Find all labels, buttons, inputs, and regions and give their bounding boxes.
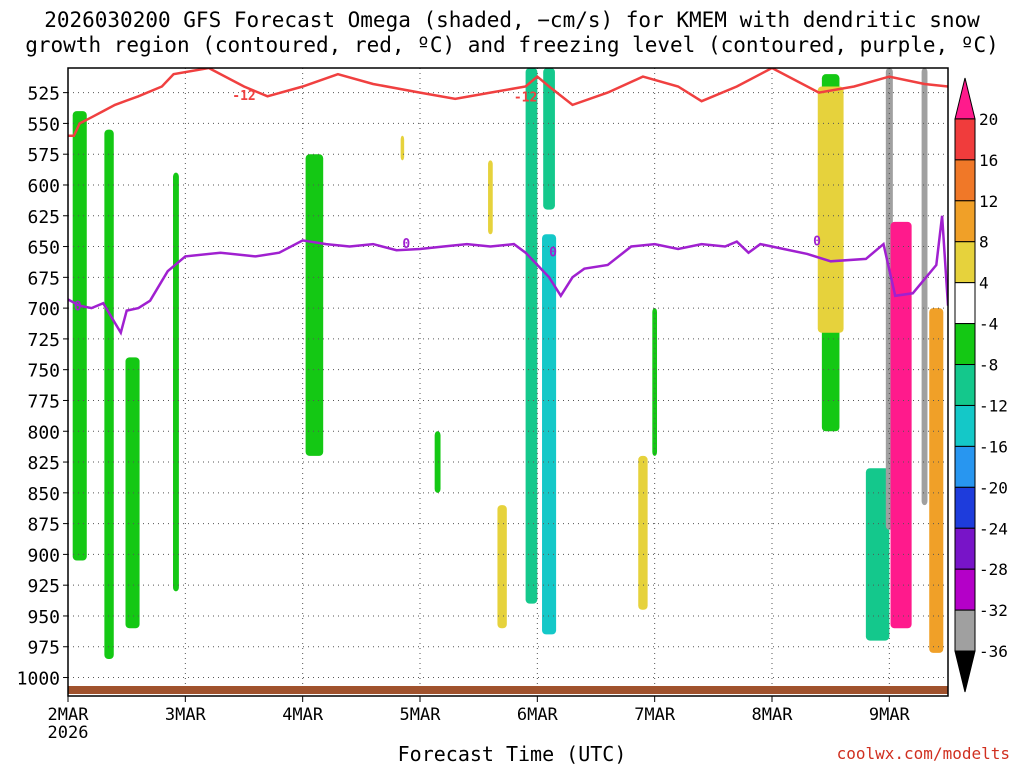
colorbar-label: 8	[979, 233, 989, 252]
omega-cell	[173, 172, 179, 592]
colorbar-label: -8	[979, 356, 998, 375]
omega-cell	[542, 234, 557, 635]
colorbar-box	[954, 445, 976, 488]
x-tick-label: 3MAR	[165, 705, 207, 725]
x-tick-label: 6MAR	[517, 705, 559, 725]
colorbar-label: -36	[979, 642, 1008, 661]
y-tick-label: 800	[27, 422, 60, 443]
plot-background	[68, 68, 948, 696]
colorbar-box	[954, 159, 976, 202]
omega-cell	[497, 505, 507, 629]
chart-title-line-1: 2026030200 GFS Forecast Omega (shaded, −…	[44, 8, 980, 32]
colorbar-label: 16	[979, 151, 998, 170]
colorbar-box	[954, 486, 976, 529]
y-tick-label: 525	[27, 84, 60, 105]
x-tick-label: 5MAR	[400, 705, 442, 725]
x-tick-label: 4MAR	[282, 705, 324, 725]
x-tick-label: 2MAR	[48, 705, 90, 725]
y-tick-label: 1000	[17, 669, 60, 690]
colorbar-box	[954, 609, 976, 652]
plot-frame	[67, 67, 949, 697]
colorbar-box	[954, 200, 976, 243]
x-axis: 2MAR 3MAR 4MAR 5MAR 6MAR 7MAR 8MAR 9MAR 2026	[48, 696, 911, 743]
omega-cell	[488, 160, 493, 235]
colorbar-box	[954, 241, 976, 284]
y-tick-label: 750	[27, 361, 60, 382]
y-tick-label: 575	[27, 145, 60, 166]
colorbar-box	[954, 282, 976, 325]
colorbar-top-arrow	[954, 77, 976, 120]
colorbar-box	[954, 404, 976, 447]
colorbar-label: 12	[979, 192, 998, 211]
y-tick-label: 925	[27, 576, 60, 597]
y-axis: 525 550 575 600 625 650 675 700 725 750 775 800 825 8…	[17, 84, 68, 690]
colorbar-label: 20	[979, 110, 998, 129]
colorbar-label: -12	[979, 396, 1008, 415]
y-tick-label: 600	[27, 176, 60, 197]
colorbar: 20 16 12 8 4 -4 -8 -12 -16 -20 -24 -28 -32 -36	[954, 77, 1008, 693]
chart-title-line-2: growth region (contoured, red, ºC) and f…	[25, 33, 999, 57]
colorbar-box	[954, 364, 976, 406]
y-tick-label: 725	[27, 330, 60, 351]
colorbar-box	[954, 323, 976, 366]
omega-cell	[434, 431, 441, 493]
x-tick-label: 9MAR	[869, 705, 911, 725]
credit-text: coolwx.com/modelts	[836, 744, 1010, 763]
colorbar-label: -20	[979, 478, 1008, 497]
omega-shading	[72, 68, 944, 660]
purple-contour-label: 0	[402, 237, 410, 252]
omega-cell	[125, 357, 140, 629]
omega-cell	[305, 154, 324, 456]
omega-cell	[525, 68, 538, 604]
omega-cell	[72, 111, 87, 561]
omega-cell	[638, 455, 648, 610]
omega-cell	[921, 68, 928, 506]
y-tick-label: 650	[27, 238, 60, 259]
x-tick-label: 7MAR	[634, 705, 676, 725]
omega-cell	[929, 308, 944, 653]
omega-cell	[817, 86, 844, 333]
x-tick-label: 8MAR	[752, 705, 794, 725]
colorbar-box	[954, 527, 976, 570]
colorbar-box	[954, 568, 976, 611]
y-tick-label: 850	[27, 484, 60, 505]
colorbar-label: -16	[979, 437, 1008, 456]
colorbar-box	[954, 118, 976, 161]
contours: -12 -12 0 0 0 0	[68, 68, 948, 336]
red-contour-label: -12	[514, 90, 537, 105]
purple-contour-label: 0	[549, 245, 557, 260]
omega-cell	[543, 68, 555, 210]
colorbar-label: -28	[979, 560, 1008, 579]
omega-cell	[652, 308, 658, 456]
purple-contour-label: 0	[813, 234, 821, 249]
colorbar-label: 4	[979, 274, 989, 293]
y-tick-label: 550	[27, 114, 60, 135]
omega-cell	[890, 221, 912, 629]
y-tick-label: 975	[27, 638, 60, 659]
y-tick-label: 900	[27, 545, 60, 566]
colorbar-bottom-arrow	[954, 650, 976, 693]
terrain-bar	[68, 686, 948, 694]
y-tick-label: 700	[27, 299, 60, 320]
y-tick-label: 625	[27, 207, 60, 228]
omega-cell	[104, 129, 114, 660]
y-tick-label: 950	[27, 607, 60, 628]
grid-lines	[68, 68, 948, 696]
omega-cell	[865, 468, 890, 641]
colorbar-label: -24	[979, 519, 1008, 538]
red-contour-line	[68, 68, 948, 137]
y-tick-label: 825	[27, 453, 60, 474]
y-tick-label: 875	[27, 515, 60, 536]
purple-contour-line	[68, 215, 948, 336]
x-year-label: 2026	[48, 723, 89, 743]
colorbar-label: -4	[979, 315, 998, 334]
omega-cell	[400, 135, 405, 161]
red-contour-label: -12	[232, 89, 255, 104]
colorbar-label: -32	[979, 601, 1008, 620]
x-axis-title: Forecast Time (UTC)	[397, 742, 627, 766]
y-tick-label: 675	[27, 268, 60, 289]
purple-contour-label: 0	[74, 300, 82, 315]
y-tick-label: 775	[27, 391, 60, 412]
